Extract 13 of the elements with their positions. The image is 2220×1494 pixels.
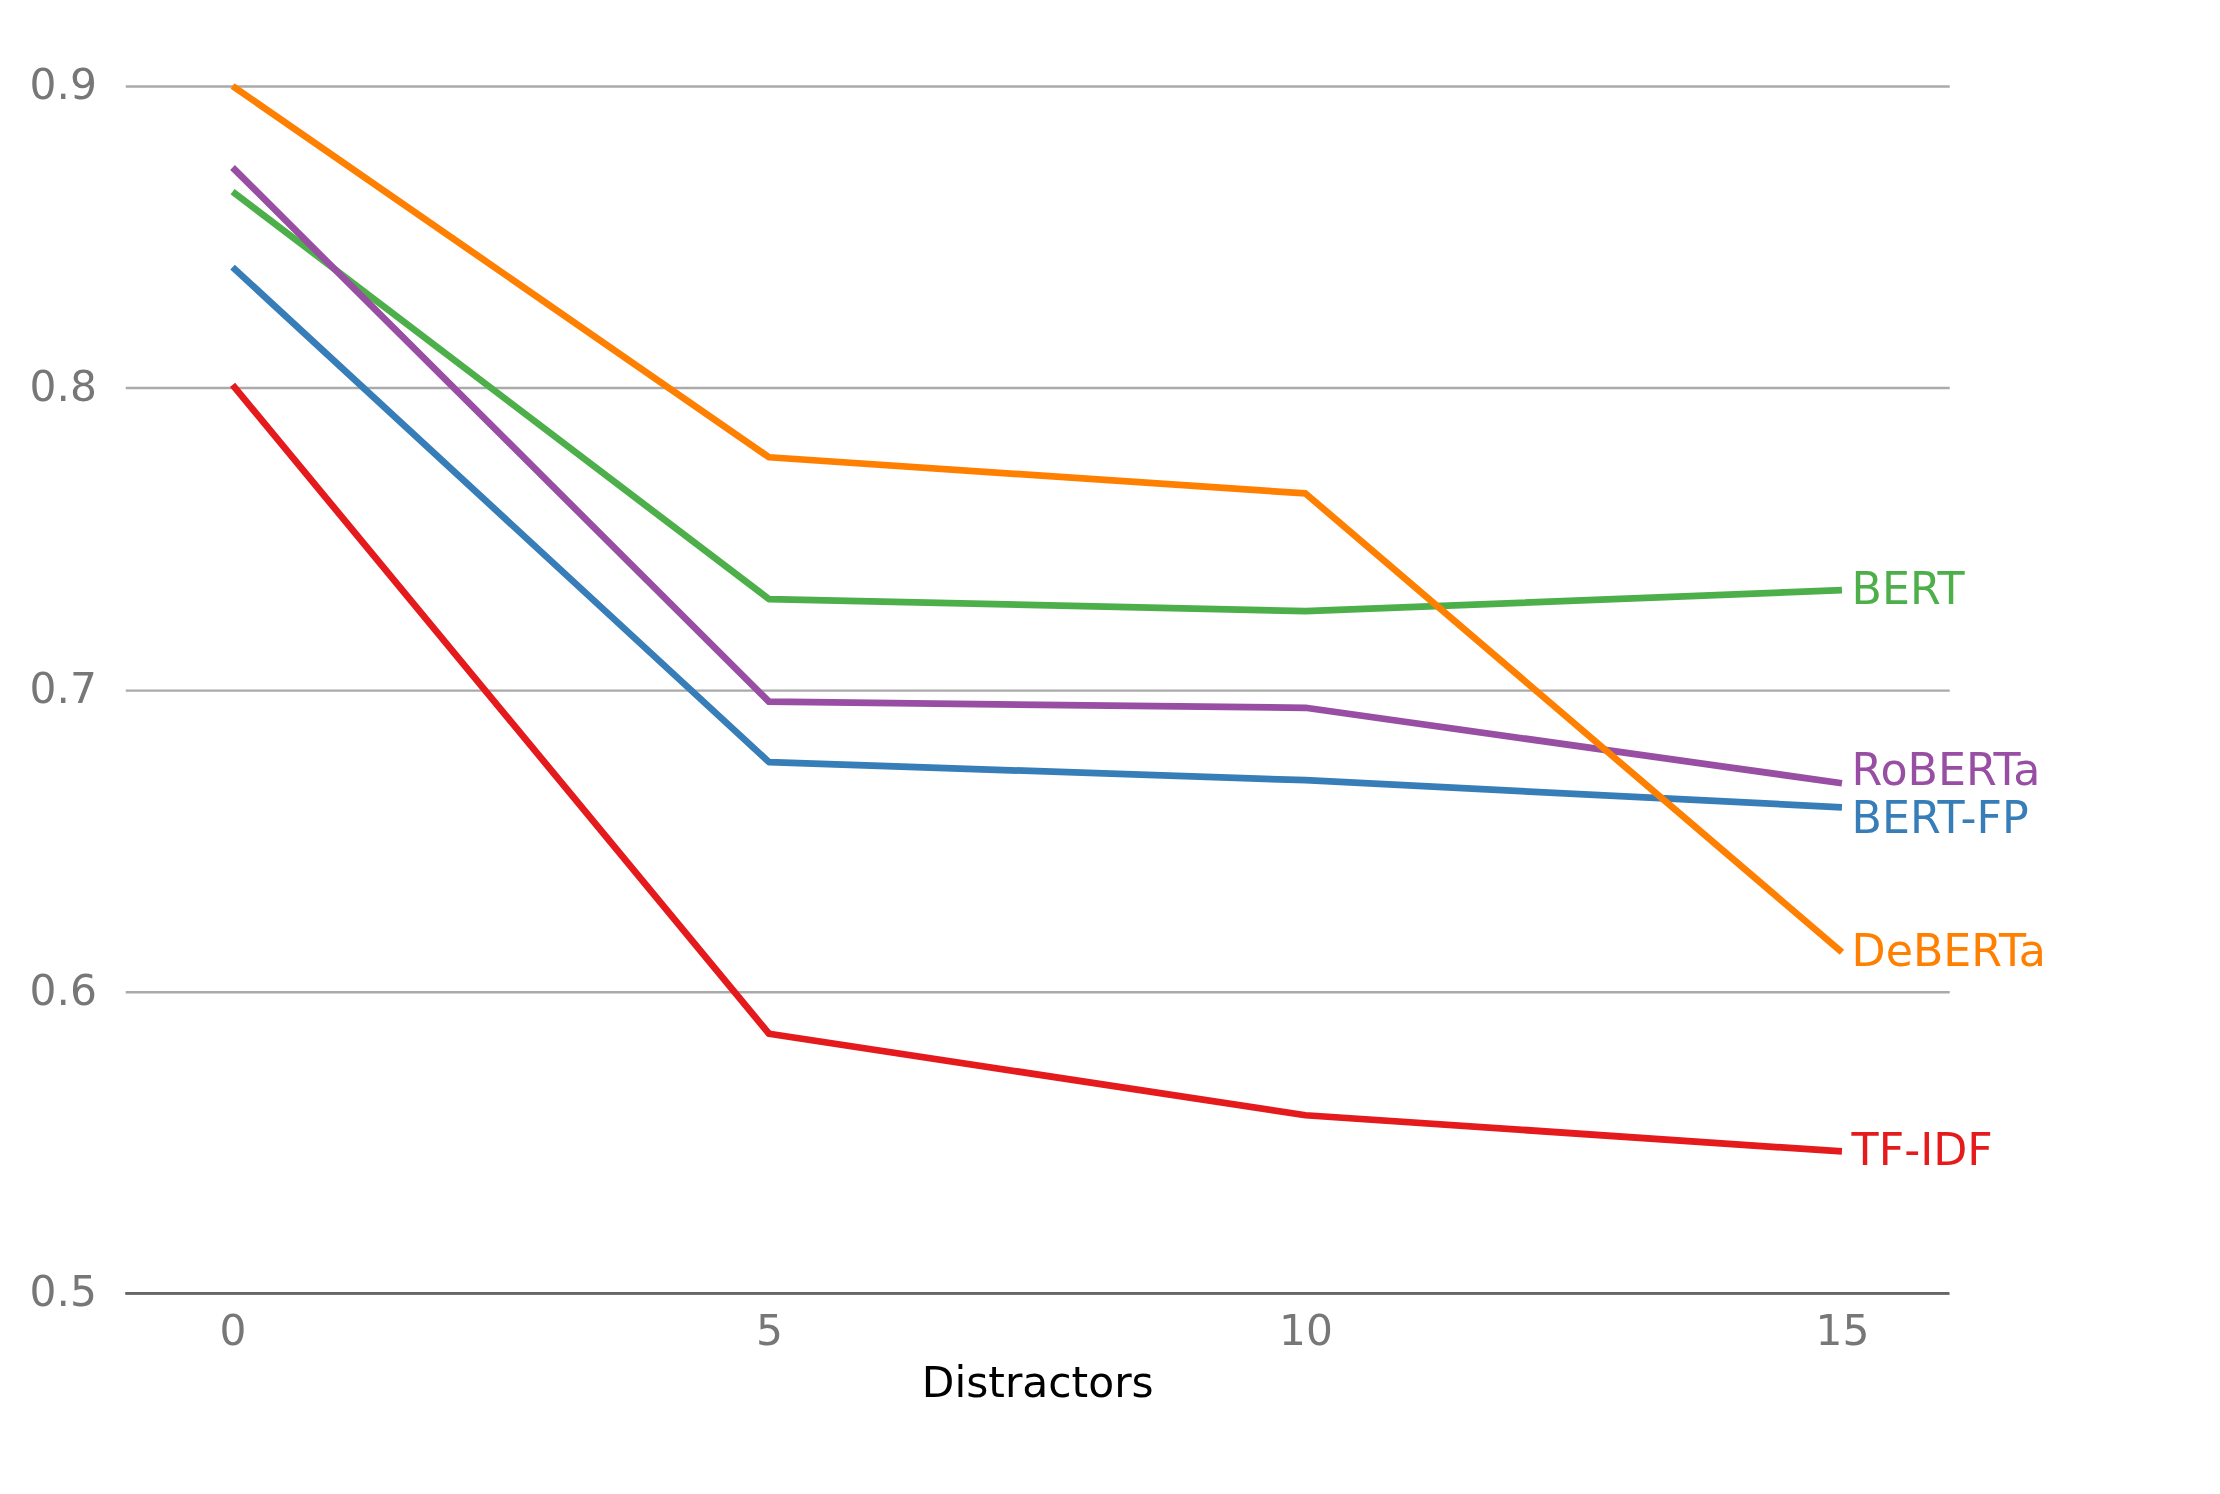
y-tick-label: 0.8 <box>29 361 97 411</box>
series-label: TF-IDF <box>1850 1123 1993 1175</box>
x-tick-label: 10 <box>1279 1305 1333 1355</box>
y-tick-label: 0.6 <box>29 965 97 1015</box>
x-tick-label: 5 <box>756 1305 783 1355</box>
x-axis-title: Distractors <box>921 1357 1154 1407</box>
x-tick-label: 15 <box>1815 1305 1870 1355</box>
series-label: BERT <box>1851 562 1966 614</box>
y-tick-label: 0.5 <box>29 1267 97 1317</box>
y-tick-label: 0.9 <box>29 60 97 110</box>
series-label: DeBERTa <box>1851 924 2046 976</box>
x-tick-label: 0 <box>219 1305 247 1355</box>
y-tick-label: 0.7 <box>29 663 97 713</box>
